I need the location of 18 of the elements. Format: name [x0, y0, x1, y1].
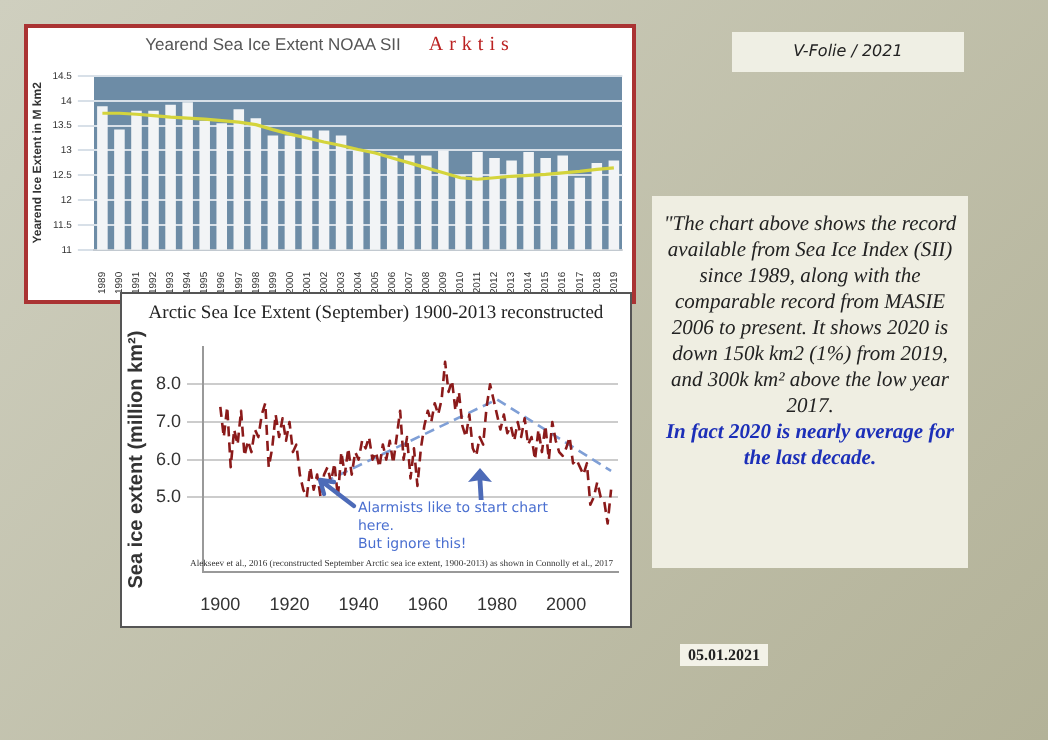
text: V-Folie / 2021	[732, 32, 964, 72]
x-tick-label: 1980	[476, 594, 517, 615]
x-tick-label: 2000	[546, 594, 587, 615]
text: In fact 2020 is nearly average for the last decade.	[663, 420, 957, 472]
x-tick-label: 1960	[407, 594, 448, 615]
y-tick-label: 7.0	[155, 410, 182, 431]
x-tick-label: 1920	[269, 594, 310, 615]
y-axis-title: Sea ice extent (million km²)	[125, 330, 148, 589]
x-tick-label: 1900	[200, 594, 241, 615]
x-tick-label: 1940	[338, 594, 379, 615]
chart-subtitle: Arktis	[428, 34, 515, 56]
y-tick-label: 8.0	[155, 373, 182, 394]
y-tick-label: 5.0	[155, 486, 182, 507]
chart-title: Yearend Sea Ice Extent NOAA SII	[145, 34, 401, 54]
y-tick-label: 6.0	[155, 448, 182, 469]
chart-title: Arctic Sea Ice Extent (September) 1900-2013 reconstructed	[146, 304, 606, 324]
text: 05.01.2021	[680, 644, 768, 666]
text: "The chart above shows the record available from Sea Ice Index (SII) since 1989, along with the comparable record from MASIE 2006 to present. It shows 2020 is down 150k km2 (1%) from 2019, and 300k km² above the low year 2017.	[661, 212, 959, 420]
